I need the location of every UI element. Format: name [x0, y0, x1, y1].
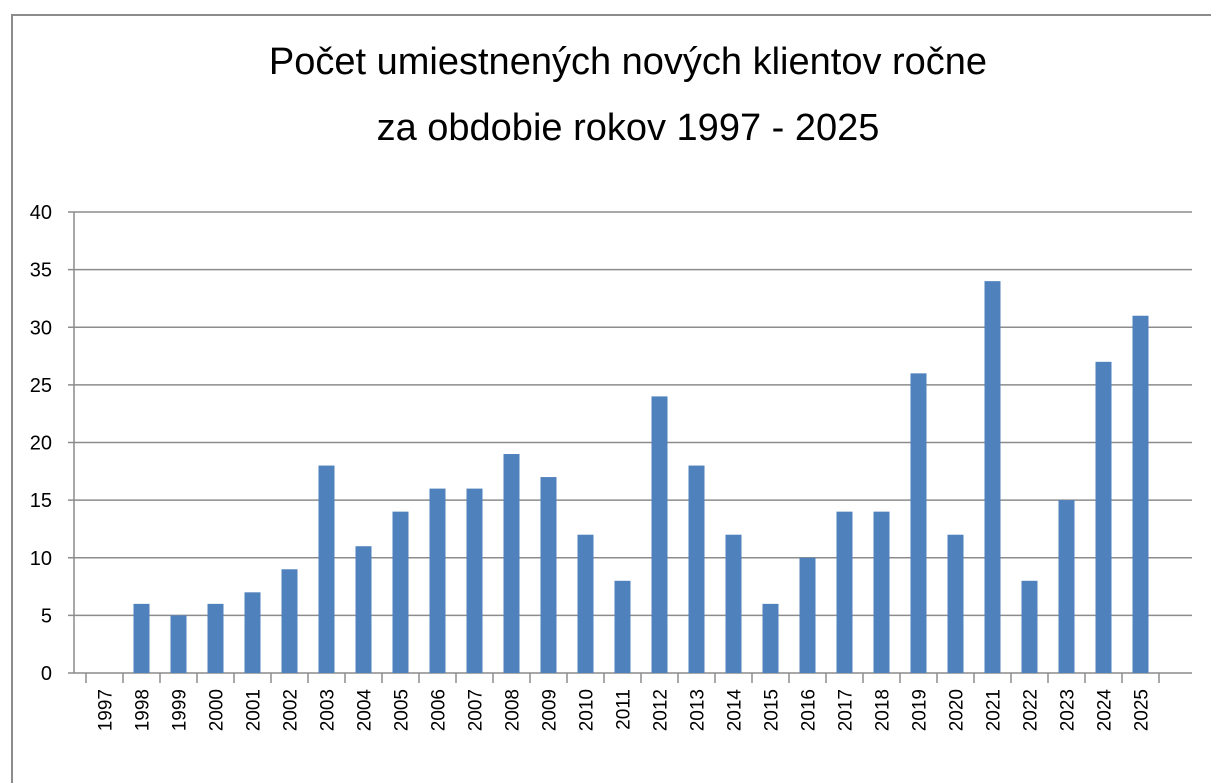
x-tick-label: 2023 — [1058, 689, 1079, 731]
bar — [133, 603, 150, 673]
bar — [392, 511, 409, 673]
bar — [244, 592, 261, 673]
bar — [577, 534, 594, 673]
y-tick-label: 5 — [41, 605, 52, 627]
x-tick-label: 2020 — [947, 689, 968, 731]
bar — [466, 488, 483, 673]
bar — [170, 615, 187, 673]
x-tick-label: 2012 — [651, 689, 672, 731]
bar — [799, 557, 816, 673]
x-tick-label: 2002 — [281, 689, 302, 731]
x-tick-label: 2006 — [429, 689, 450, 731]
x-tick-label: 2024 — [1095, 689, 1116, 732]
y-tick-label: 40 — [30, 202, 52, 224]
x-tick-label: 1999 — [170, 689, 191, 731]
bar — [984, 281, 1001, 673]
bar — [281, 569, 298, 673]
bar — [836, 511, 853, 673]
x-tick-label: 2018 — [873, 689, 894, 731]
bar — [947, 534, 964, 673]
bar — [1132, 315, 1149, 673]
bar — [688, 465, 705, 673]
x-tick-label: 2004 — [355, 689, 376, 732]
y-tick-label: 15 — [30, 490, 52, 512]
x-tick-label: 2014 — [725, 689, 746, 732]
x-tick-label: 2019 — [910, 689, 931, 731]
y-tick-label: 20 — [30, 433, 52, 455]
bar — [540, 477, 557, 673]
x-tick-label: 2022 — [1021, 689, 1042, 731]
x-tick-label: 2001 — [244, 689, 265, 731]
x-tick-label: 1997 — [96, 689, 117, 731]
x-tick-label: 2000 — [207, 689, 228, 731]
x-tick-label: 2021 — [984, 689, 1005, 731]
y-tick-label: 10 — [30, 548, 52, 570]
bar — [1058, 500, 1075, 673]
bar — [503, 454, 520, 673]
chart-title: za obdobie rokov 1997 - 2025 — [377, 107, 880, 149]
bar — [910, 373, 927, 673]
bar — [318, 465, 335, 673]
bar — [1095, 361, 1112, 673]
bar — [429, 488, 446, 673]
x-tick-label: 2011 — [614, 689, 635, 730]
x-tick-label: 2016 — [799, 689, 820, 731]
chart-title: Počet umiestnených nových klientov ročne — [269, 41, 987, 83]
x-tick-label: 2015 — [762, 689, 783, 731]
x-tick-label: 2013 — [688, 689, 709, 731]
x-tick-label: 2025 — [1132, 689, 1153, 731]
x-tick-label: 1998 — [133, 689, 154, 731]
bar — [762, 603, 779, 673]
bar — [355, 546, 372, 673]
x-tick-label: 2009 — [540, 689, 561, 731]
bar — [1021, 580, 1038, 673]
y-tick-label: 35 — [30, 260, 52, 282]
bar — [651, 396, 668, 673]
bar — [725, 534, 742, 673]
bar — [207, 603, 224, 673]
x-tick-label: 2003 — [318, 689, 339, 731]
bar — [873, 511, 890, 673]
y-tick-label: 25 — [30, 375, 52, 397]
x-tick-label: 2010 — [577, 689, 598, 731]
y-tick-label: 0 — [41, 663, 52, 685]
x-tick-label: 2008 — [503, 689, 524, 731]
x-tick-label: 2005 — [392, 689, 413, 731]
x-tick-label: 2007 — [466, 689, 487, 731]
bar — [614, 580, 631, 673]
y-tick-label: 30 — [30, 317, 52, 339]
x-tick-label: 2017 — [836, 689, 857, 731]
